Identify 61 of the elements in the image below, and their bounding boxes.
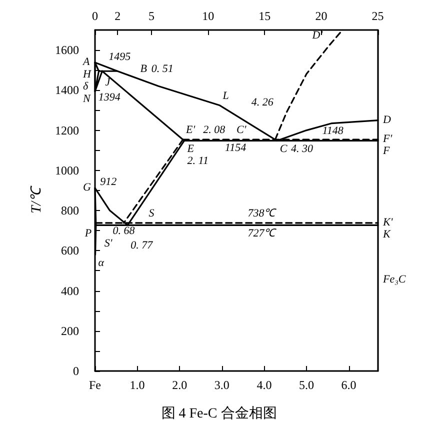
annotation: S xyxy=(148,207,155,220)
annotation: E' xyxy=(184,124,196,136)
annotation: F' xyxy=(382,133,393,146)
x2-tick-label: 20 xyxy=(315,9,328,23)
y-tick-label: 0 xyxy=(73,364,79,378)
annotation: α xyxy=(98,257,104,270)
annotation: E xyxy=(186,143,194,156)
x-tick-label: 5.0 xyxy=(299,378,314,392)
annotation: 1148 xyxy=(322,125,344,138)
x2-tick-label: 10 xyxy=(202,9,214,23)
annotation: B xyxy=(140,62,148,75)
y-tick-label: 1400 xyxy=(55,83,79,98)
annotation: P xyxy=(84,228,92,240)
x2-tick-label: 5 xyxy=(148,9,155,23)
annotation: 4. 30 xyxy=(290,143,314,156)
annotation: K xyxy=(382,228,391,241)
annotation: 1394 xyxy=(98,92,121,104)
annotation: A xyxy=(82,56,90,68)
annotation: K' xyxy=(382,216,394,228)
annotation: N xyxy=(82,92,91,105)
x2-tick-label: 0 xyxy=(92,9,98,23)
annotation: 0. 77 xyxy=(130,240,154,252)
annotation: 727℃ xyxy=(248,228,278,240)
x2-tick-label: 15 xyxy=(258,9,271,23)
y-tick-label: 400 xyxy=(61,284,79,298)
y-tick-label: 800 xyxy=(61,204,79,218)
x2-tick-label: 25 xyxy=(372,9,384,23)
annotation: 2. 08 xyxy=(203,124,226,136)
x-tick-label: 3.0 xyxy=(214,378,230,392)
annotation: H xyxy=(82,68,92,81)
annotation: 1495 xyxy=(108,51,132,64)
annotation: D xyxy=(382,114,391,126)
annotation: C xyxy=(280,143,288,156)
y-tick-label: 1000 xyxy=(55,163,79,178)
annotation: 0. 51 xyxy=(151,62,174,75)
y-tick-label: 1200 xyxy=(55,123,79,138)
annotation: J xyxy=(105,76,112,89)
annotation: G xyxy=(82,182,91,194)
y-tick-label: 600 xyxy=(61,244,79,258)
annotation: 1154 xyxy=(224,142,247,154)
x-tick-label: 2.0 xyxy=(172,378,188,392)
annotation: F xyxy=(382,145,390,158)
y-tick-label: 1600 xyxy=(55,43,79,58)
annotation: 0. 68 xyxy=(112,225,136,238)
annotation: Fe₃C xyxy=(382,274,406,286)
annotation: 4. 26 xyxy=(251,96,274,109)
annotation: 912 xyxy=(100,176,118,188)
annotation: 738℃ xyxy=(248,207,278,220)
x-tick-label: 6.0 xyxy=(341,378,356,392)
x-tick-label: Fe xyxy=(89,378,101,392)
annotation: 2. 11 xyxy=(187,155,208,168)
annotation: S' xyxy=(104,237,113,250)
y-axis-title: T/℃ xyxy=(30,186,45,214)
annotation: C' xyxy=(236,124,247,136)
x2-tick-label: 2 xyxy=(114,9,121,23)
x-tick-label: 4.0 xyxy=(256,378,272,392)
x-tick-label: 1.0 xyxy=(130,378,145,392)
caption: 图 4 Fe-C 合金相图 xyxy=(161,406,277,422)
y-tick-label: 200 xyxy=(61,324,79,338)
annotation: L xyxy=(222,90,229,102)
annotation: δ xyxy=(82,80,89,93)
